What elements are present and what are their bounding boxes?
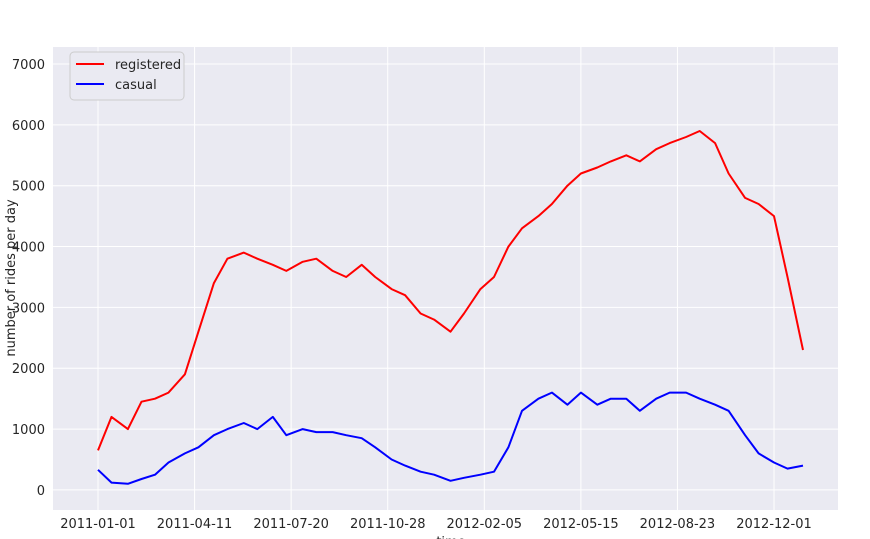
y-tick-label: 0 [37, 484, 45, 499]
y-tick-label: 6000 [12, 119, 45, 134]
x-tick-label: 2012-08-23 [640, 517, 716, 532]
y-tick-label: 5000 [12, 180, 45, 195]
x-tick-label: 2011-04-11 [157, 517, 233, 532]
x-tick-label: 2012-02-05 [447, 517, 523, 532]
y-tick-label: 3000 [12, 301, 45, 316]
legend-label-registered: registered [115, 58, 181, 73]
plot-background [53, 47, 838, 510]
y-tick-label: 1000 [12, 423, 45, 438]
series-line-casual [97, 391, 804, 485]
y-tick-label: 4000 [12, 241, 45, 256]
legend-label-casual: casual [115, 78, 157, 93]
x-tick-label: 2011-01-01 [60, 517, 136, 532]
x-axis-label: time [436, 535, 465, 539]
series-lines [97, 130, 804, 485]
y-axis-label: number of rides per day [4, 199, 19, 357]
legend: registered casual [69, 51, 185, 101]
tick-labels: 0 1000 2000 3000 4000 5000 6000 7000 2011-01-01 2… [12, 58, 812, 532]
series-line-registered [97, 130, 804, 451]
x-tick-label: 2012-05-15 [543, 517, 619, 532]
y-tick-label: 2000 [12, 362, 45, 377]
grid-lines [53, 47, 838, 510]
y-tick-label: 7000 [12, 58, 45, 73]
x-tick-label: 2011-07-20 [253, 517, 329, 532]
x-tick-label: 2011-10-28 [350, 517, 426, 532]
x-tick-label: 2012-12-01 [736, 517, 812, 532]
